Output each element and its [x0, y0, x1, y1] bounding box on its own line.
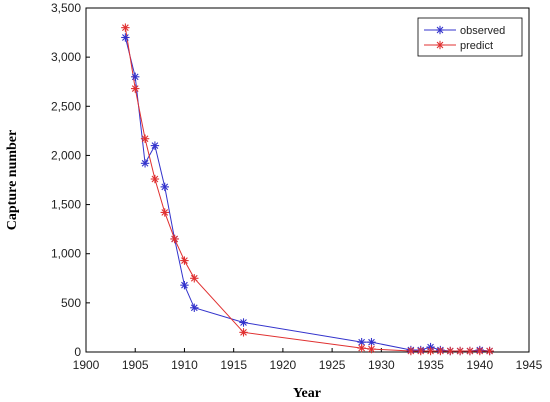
plot-frame — [85, 7, 530, 353]
y-tick-label: 0 — [74, 345, 81, 359]
x-tick-label: 1935 — [417, 358, 444, 372]
y-axis: 0 500 1,000 1,500 2,000 2,500 3,000 3,500 — [51, 1, 90, 359]
data-point-predict — [180, 256, 189, 265]
y-tick-label: 1,000 — [51, 247, 81, 261]
series-line-observed — [124, 37, 490, 352]
y-tick-label: 2,500 — [51, 99, 81, 113]
data-point-observed — [190, 303, 199, 312]
legend-label: predict — [460, 40, 493, 52]
data-point-predict — [367, 344, 376, 354]
data-point-predict — [190, 274, 199, 283]
x-tick-label: 1930 — [368, 358, 395, 372]
data-point-observed — [121, 33, 130, 42]
y-axis-title: Capture number — [5, 130, 20, 230]
data-point-predict — [465, 346, 475, 356]
data-point-predict — [239, 328, 248, 337]
data-point-observed — [180, 280, 189, 290]
legend-marker — [435, 40, 445, 50]
legend-item-predict: predict — [424, 40, 493, 52]
x-tick-label: 1925 — [319, 358, 346, 372]
y-tick-label: 3,000 — [51, 50, 81, 64]
data-point-predict — [455, 346, 465, 356]
y-tick-label: 2,000 — [51, 148, 81, 162]
data-point-observed — [160, 182, 169, 192]
data-point-predict — [485, 346, 494, 356]
data-point-observed — [131, 72, 140, 81]
y-tick-label: 3,500 — [51, 1, 81, 15]
data-point-predict — [140, 134, 150, 143]
data-point-predict — [150, 174, 160, 184]
x-tick-label: 1945 — [516, 358, 543, 372]
data-point-predict — [406, 346, 416, 356]
x-tick-label: 1910 — [171, 358, 198, 372]
x-tick-label: 1900 — [73, 358, 100, 372]
legend-label: observed — [460, 25, 505, 37]
legend-box — [417, 17, 523, 57]
series-line-predict — [124, 27, 490, 352]
data-point-predict — [131, 84, 140, 93]
data-point-predict — [475, 346, 484, 356]
data-point-predict — [160, 208, 169, 217]
x-tick-label: 1920 — [270, 358, 297, 372]
legend: observed predict — [417, 17, 523, 57]
data-point-predict — [416, 346, 425, 356]
data-point-observed — [239, 318, 248, 327]
data-point-observed — [140, 159, 150, 168]
data-point-predict — [357, 343, 366, 353]
legend-marker — [435, 25, 445, 35]
data-point-predict — [436, 346, 445, 356]
series-layer — [121, 23, 494, 356]
x-axis-title: Year — [293, 386, 321, 401]
y-tick-label: 500 — [61, 296, 81, 310]
data-point-predict — [170, 234, 179, 244]
data-point-predict — [426, 346, 435, 356]
data-point-predict — [121, 23, 130, 32]
x-tick-label: 1940 — [466, 358, 493, 372]
y-tick-label: 1,500 — [51, 198, 81, 212]
data-point-predict — [446, 346, 455, 356]
x-tick-label: 1905 — [122, 358, 149, 372]
data-point-observed — [150, 141, 160, 150]
x-tick-label: 1915 — [220, 358, 247, 372]
legend-item-observed: observed — [424, 25, 505, 37]
x-axis: 1900 1905 1910 1915 1920 1925 1930 1935 1940 1945 — [73, 348, 543, 372]
